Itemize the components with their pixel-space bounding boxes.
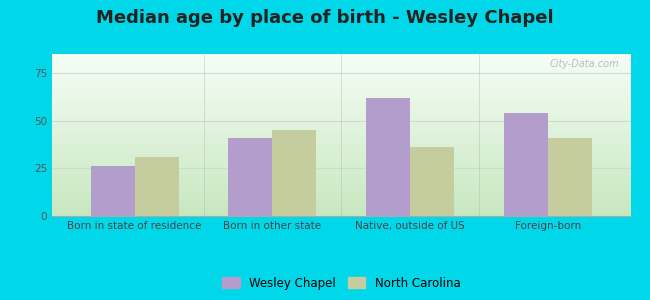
Bar: [135, 157, 179, 216]
Bar: [548, 138, 592, 216]
Bar: [272, 130, 317, 216]
Bar: [228, 138, 272, 216]
Legend: Wesley Chapel, North Carolina: Wesley Chapel, North Carolina: [217, 272, 465, 294]
Bar: [410, 147, 454, 216]
Text: City-Data.com: City-Data.com: [549, 59, 619, 69]
Bar: [90, 167, 135, 216]
Text: Median age by place of birth - Wesley Chapel: Median age by place of birth - Wesley Ch…: [96, 9, 554, 27]
Bar: [366, 98, 410, 216]
Bar: [504, 113, 548, 216]
